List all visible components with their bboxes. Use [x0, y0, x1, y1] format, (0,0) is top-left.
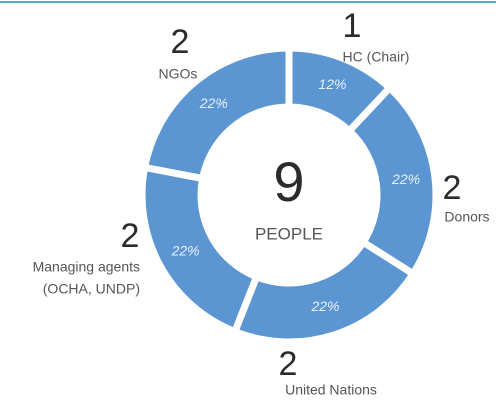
donut-segment — [285, 44, 395, 136]
category-label: HC (Chair) — [343, 49, 410, 65]
category-label: United Nations — [285, 382, 377, 398]
count-label: 1 — [343, 7, 362, 45]
donut-segment — [230, 237, 418, 346]
category-label: (OCHA, UNDP) — [43, 281, 140, 297]
count-label: 2 — [443, 169, 462, 207]
category-label: Managing agents — [33, 259, 140, 275]
value-label: 22% — [171, 243, 200, 259]
donut-segment — [140, 44, 293, 183]
value-label: 22% — [199, 95, 228, 111]
total: 9 — [273, 150, 304, 213]
donut-segment — [138, 163, 262, 337]
count-label: 2 — [171, 23, 190, 61]
category-label: Donors — [444, 209, 489, 225]
category-label: NGOs — [159, 66, 198, 82]
donut-segment — [344, 82, 440, 279]
value-label: 22% — [310, 298, 339, 314]
value-label: 22% — [391, 171, 420, 187]
total-label: PEOPLE — [255, 224, 323, 243]
count-label: 2 — [121, 217, 140, 255]
count-label: 2 — [279, 345, 298, 383]
value-label: 12% — [318, 76, 346, 92]
